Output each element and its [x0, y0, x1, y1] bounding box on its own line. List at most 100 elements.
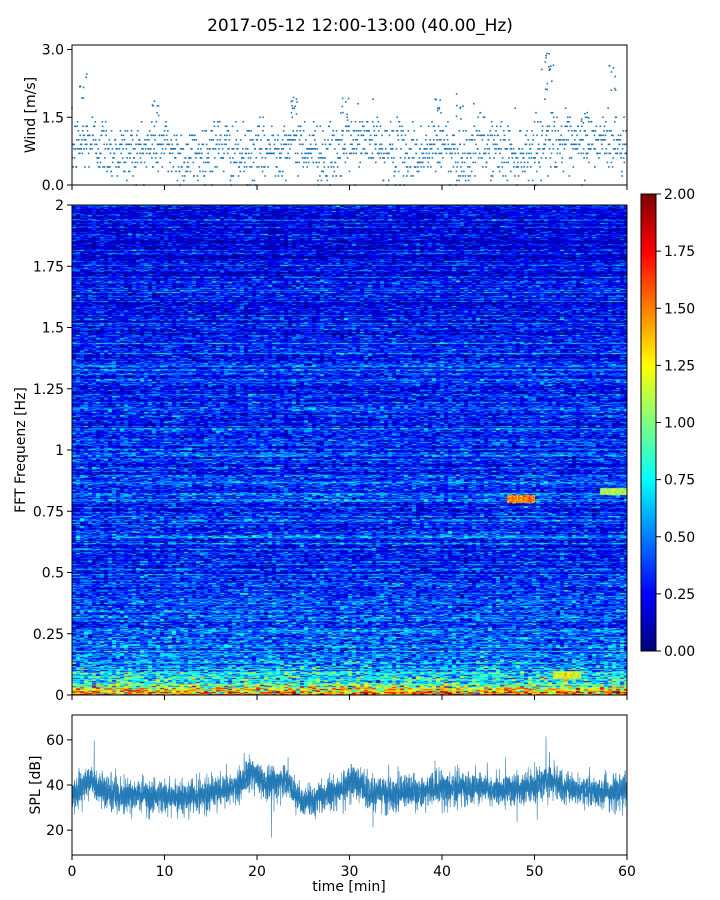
- wind-point: [371, 139, 373, 141]
- wind-point: [536, 152, 539, 155]
- wind-point: [576, 148, 579, 150]
- colorbar-tick-label: 0.75: [664, 473, 695, 489]
- wind-point: [347, 130, 350, 132]
- wind-point: [120, 143, 122, 146]
- wind-point: [225, 143, 228, 146]
- wind-point: [602, 116, 604, 119]
- wind-point: [465, 130, 467, 132]
- wind-point: [77, 148, 79, 150]
- spectrogram-y-tick-label: 0.75: [33, 504, 64, 520]
- wind-point: [153, 100, 156, 102]
- wind-point: [216, 139, 219, 141]
- wind-point: [372, 157, 375, 159]
- wind-point: [266, 139, 269, 141]
- wind-point: [534, 157, 537, 159]
- spl-y-ticks: 20 40 60: [46, 733, 72, 839]
- wind-point: [560, 125, 563, 128]
- wind-point: [525, 152, 528, 155]
- wind-point: [438, 139, 441, 141]
- wind-point: [290, 139, 293, 141]
- wind-point: [357, 102, 359, 105]
- wind-point: [235, 161, 238, 164]
- wind-point: [352, 148, 354, 150]
- wind-point: [204, 130, 206, 132]
- wind-point: [195, 139, 198, 141]
- wind-point: [278, 152, 281, 155]
- spl-y-tick-label: 20: [46, 823, 64, 839]
- wind-point: [618, 143, 621, 146]
- wind-point: [261, 157, 263, 159]
- wind-point: [161, 148, 164, 150]
- wind-point: [279, 157, 282, 159]
- wind-point: [198, 166, 201, 168]
- wind-point: [373, 125, 375, 128]
- wind-point: [424, 139, 427, 141]
- wind-point: [97, 148, 100, 150]
- wind-point: [291, 99, 294, 102]
- wind-point: [553, 120, 556, 123]
- wind-point: [276, 166, 278, 168]
- wind-point: [427, 166, 429, 168]
- wind-point: [269, 148, 272, 150]
- wind-point: [270, 152, 273, 155]
- wind-point: [430, 166, 432, 168]
- wind-point: [400, 134, 403, 137]
- wind-point: [88, 134, 91, 137]
- wind-point: [124, 161, 127, 164]
- wind-point: [243, 170, 245, 173]
- wind-point: [445, 152, 448, 155]
- wind-point: [541, 68, 543, 71]
- wind-point: [256, 166, 258, 168]
- wind-point: [125, 148, 128, 150]
- wind-point: [100, 152, 102, 155]
- wind-point: [555, 166, 558, 168]
- wind-point: [437, 161, 440, 164]
- wind-point: [176, 179, 179, 182]
- wind-point: [499, 152, 501, 155]
- wind-point: [423, 166, 425, 168]
- wind-point: [561, 161, 563, 164]
- wind-point: [472, 152, 475, 155]
- wind-point: [320, 179, 323, 182]
- wind-point: [457, 152, 460, 155]
- wind-point: [380, 152, 383, 155]
- wind-point: [192, 161, 195, 164]
- wind-panel: 0.0 1.5 3.0 Wind [m/s]: [23, 43, 628, 194]
- wind-point: [494, 143, 497, 146]
- wind-point: [155, 152, 158, 155]
- wind-point: [267, 152, 270, 155]
- wind-point: [136, 161, 139, 164]
- wind-point: [571, 134, 574, 137]
- wind-point: [527, 139, 530, 141]
- wind-point: [431, 157, 434, 159]
- wind-point: [514, 152, 517, 155]
- wind-point: [455, 115, 458, 118]
- wind-point: [298, 161, 300, 164]
- wind-point: [547, 175, 549, 177]
- wind-point: [249, 166, 251, 168]
- wind-point: [540, 179, 542, 182]
- spectrogram-y-tick-label: 0.5: [42, 566, 64, 582]
- wind-point: [468, 166, 471, 168]
- wind-point: [397, 170, 400, 173]
- wind-point: [619, 152, 621, 155]
- wind-point: [508, 157, 510, 159]
- wind-point: [511, 157, 514, 159]
- wind-point: [392, 130, 395, 132]
- wind-point: [541, 134, 543, 137]
- wind-point: [121, 139, 124, 141]
- wind-point: [486, 143, 488, 146]
- wind-point: [327, 166, 330, 168]
- wind-point: [280, 152, 282, 155]
- wind-point: [288, 134, 290, 137]
- wind-point: [201, 152, 203, 155]
- wind-point: [292, 130, 295, 132]
- wind-point: [379, 157, 382, 159]
- wind-point: [521, 148, 524, 150]
- wind-point: [321, 143, 324, 146]
- wind-point: [239, 170, 242, 173]
- wind-point: [178, 152, 180, 155]
- wind-point: [549, 157, 552, 159]
- wind-point: [307, 148, 309, 150]
- wind-point: [482, 116, 485, 119]
